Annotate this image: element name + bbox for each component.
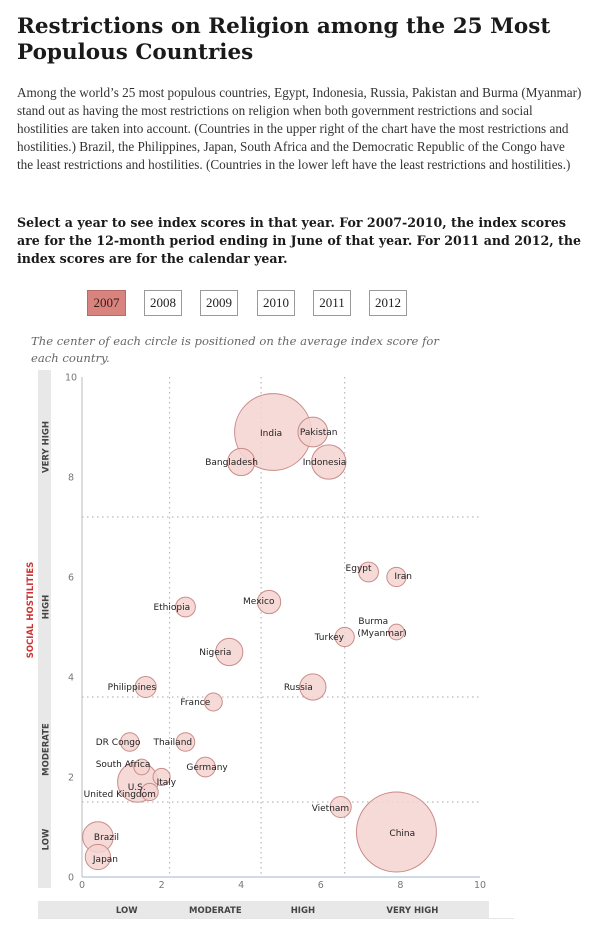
y-axis-title: SOCIAL HOSTILITIES xyxy=(26,562,36,659)
bubble-turkey xyxy=(334,626,355,648)
chart-note: The center of each circle is positioned … xyxy=(31,334,439,365)
bubble-nigeria xyxy=(215,637,244,667)
label-vietnam: Vietnam xyxy=(312,804,350,814)
year-button-2012[interactable]: 2012 xyxy=(369,290,407,316)
instruction-text: Select a year to see index scores in tha… xyxy=(17,215,582,266)
x-tick-label: 8 xyxy=(397,880,403,891)
y-tick-label: 6 xyxy=(68,573,74,584)
label-nigeria: Nigeria xyxy=(199,648,231,658)
x-tick-label: 10 xyxy=(474,880,486,891)
bubble-south-africa xyxy=(133,758,151,776)
year-button-2009[interactable]: 2009 xyxy=(200,290,238,316)
label-bangladesh: Bangladesh xyxy=(205,458,258,468)
label-germany: Germany xyxy=(186,763,228,773)
bubble-germany xyxy=(194,756,216,778)
bubble-philippines xyxy=(134,675,157,699)
label-brazil: Brazil xyxy=(94,833,119,843)
y-tick-label: 4 xyxy=(68,673,74,684)
x-category-label: HIGH xyxy=(291,906,315,916)
bottom-divider xyxy=(38,918,514,919)
y-category-label: MODERATE xyxy=(42,723,52,776)
label-china: China xyxy=(389,829,415,839)
x-tick-label: 4 xyxy=(238,880,244,891)
bubble-vietnam xyxy=(329,795,352,819)
y-tick-label: 0 xyxy=(68,873,74,884)
y-category-band xyxy=(38,370,51,888)
label-philippines: Philippines xyxy=(108,683,157,693)
bubble-indonesia xyxy=(311,444,347,480)
label-thailand: Thailand xyxy=(152,738,192,748)
y-category-label: LOW xyxy=(42,828,52,850)
label-burma-myanmar-: Burma xyxy=(358,617,388,627)
year-button-2007[interactable]: 2007 xyxy=(87,290,126,316)
label-india: India xyxy=(260,429,282,439)
x-category-label: LOW xyxy=(116,906,138,916)
label-russia: Russia xyxy=(284,683,313,693)
bubble-pakistan xyxy=(297,416,329,448)
bubble-japan xyxy=(84,843,112,871)
bubble-mexico xyxy=(256,589,282,615)
x-tick-label: 6 xyxy=(318,880,324,891)
bubble-burma-myanmar- xyxy=(388,623,405,641)
label-ethiopia: Ethiopia xyxy=(153,603,190,613)
bubble-china xyxy=(355,791,437,873)
y-tick-label: 2 xyxy=(68,773,74,784)
y-category-label: VERY HIGH xyxy=(42,421,52,473)
scatter-chart: 0 2 4 6 8 10 0 2 4 6 8 10 LOW MODERATE HIGH VERY HIGH LO… xyxy=(26,370,489,918)
bubble-bangladesh xyxy=(227,447,256,477)
label-iran: Iran xyxy=(394,572,412,582)
label-indonesia: Indonesia xyxy=(303,458,347,468)
label-united-kingdom: United Kingdom xyxy=(84,790,156,800)
x-category-band xyxy=(38,901,489,918)
x-tick-label: 0 xyxy=(79,880,85,891)
bubble-united-kingdom xyxy=(140,782,159,802)
label-dr-congo: DR Congo xyxy=(96,738,141,748)
label-egypt: Egypt xyxy=(346,564,372,574)
x-tick-label: 2 xyxy=(159,880,165,891)
intro-paragraph: Among the world’s 25 most populous count… xyxy=(17,85,582,172)
label-south-africa: South Africa xyxy=(96,760,151,770)
label-japan: Japan xyxy=(92,855,118,865)
bubble-thailand xyxy=(175,732,196,752)
year-button-2010[interactable]: 2010 xyxy=(257,290,295,316)
y-tick-label: 10 xyxy=(65,373,77,384)
bubble-dr-congo xyxy=(119,732,140,752)
label-italy: Italy xyxy=(157,778,177,788)
bubble-ethiopia xyxy=(175,596,196,618)
year-button-2008[interactable]: 2008 xyxy=(144,290,182,316)
label-mexico: Mexico xyxy=(243,597,275,607)
x-category-label: VERY HIGH xyxy=(386,906,438,916)
year-button-2011[interactable]: 2011 xyxy=(313,290,351,316)
label-turkey: Turkey xyxy=(314,633,345,643)
bubble-italy xyxy=(152,767,171,787)
bubble-france xyxy=(203,692,223,712)
x-category-label: MODERATE xyxy=(189,906,242,916)
label-pakistan: Pakistan xyxy=(300,428,338,438)
y-category-label: HIGH xyxy=(42,595,52,619)
page-title: Restrictions on Religion among the 25 Mo… xyxy=(17,14,551,65)
bubble-iran xyxy=(386,566,407,588)
label-france: France xyxy=(180,698,210,708)
bubble-egypt xyxy=(358,561,379,583)
label-burma-myanmar--2: (Myanmar) xyxy=(357,629,406,639)
label-u-s-: U.S. xyxy=(128,783,146,793)
y-tick-label: 8 xyxy=(68,473,74,484)
bubble-russia xyxy=(299,673,327,701)
